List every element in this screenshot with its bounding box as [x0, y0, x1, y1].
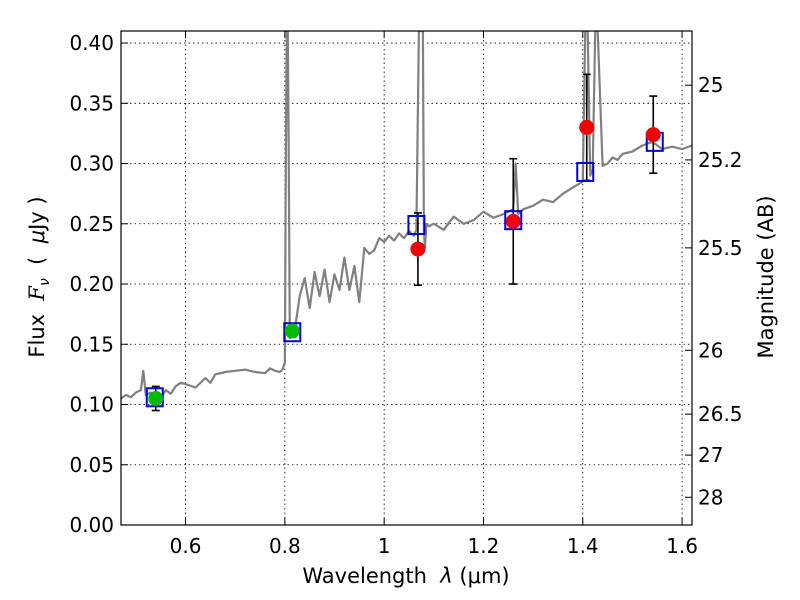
y-tick-label: 0.40 — [69, 31, 114, 55]
spectrum-line — [121, 31, 692, 400]
y2-tick-label: 25 — [698, 73, 723, 97]
y-axis-ticks: 0.00 0.05 0.10 0.15 0.20 0.25 0.30 0.35 0.40 — [69, 31, 128, 537]
y-axis-label: Flux Fν ( μJy ) — [25, 196, 53, 357]
x-axis-label: Wavelength λ (μm) — [302, 564, 509, 588]
y-tick-label: 0.35 — [69, 91, 114, 115]
observed-flux-point — [645, 127, 661, 143]
x-tick-label: 1.6 — [666, 534, 698, 558]
x-tick-label: 1.4 — [567, 534, 599, 558]
x-tick-label: 1 — [378, 534, 391, 558]
grid-lines — [121, 31, 692, 526]
model-photometry-square — [504, 210, 523, 231]
observed-flux-point — [579, 119, 595, 135]
model-photometry-square — [407, 214, 426, 235]
y2-tick-label: 28 — [698, 485, 723, 509]
x-tick-label: 1.2 — [468, 534, 500, 558]
model-spectrum — [121, 31, 692, 400]
observed-flux-point — [284, 323, 300, 339]
observed-flux-point — [148, 390, 164, 406]
y-tick-label: 0.05 — [69, 453, 114, 477]
model-photometry-markers — [145, 131, 664, 408]
model-photometry-square — [576, 161, 595, 182]
y-tick-label: 0.10 — [69, 393, 114, 417]
y-tick-label: 0.15 — [69, 332, 114, 356]
x-axis-ticks: 0.6 0.8 1 1.2 1.4 1.6 — [170, 31, 698, 558]
observed-flux-point — [410, 241, 426, 257]
y2-tick-label: 26 — [698, 338, 723, 362]
y-tick-label: 0.00 — [69, 513, 114, 537]
y-tick-label: 0.20 — [69, 272, 114, 296]
x-tick-label: 0.6 — [170, 534, 202, 558]
plot-frame — [120, 30, 693, 526]
observed-flux-point — [505, 213, 521, 229]
y2-tick-label: 25.5 — [698, 236, 743, 260]
x-tick-label: 0.8 — [269, 534, 301, 558]
y2-tick-label: 27 — [698, 443, 723, 467]
y2-axis-label: Magnitude (AB) — [754, 195, 778, 358]
y-tick-label: 0.25 — [69, 212, 114, 236]
y2-tick-label: 26.5 — [698, 402, 743, 426]
y2-axis-ticks: 25 25.2 25.5 26 26.5 27 28 — [685, 73, 743, 509]
model-photometry-square — [283, 322, 302, 343]
observed-photometry-markers — [148, 119, 661, 406]
y-tick-label: 0.30 — [69, 152, 114, 176]
y2-tick-label: 25.2 — [698, 148, 743, 172]
